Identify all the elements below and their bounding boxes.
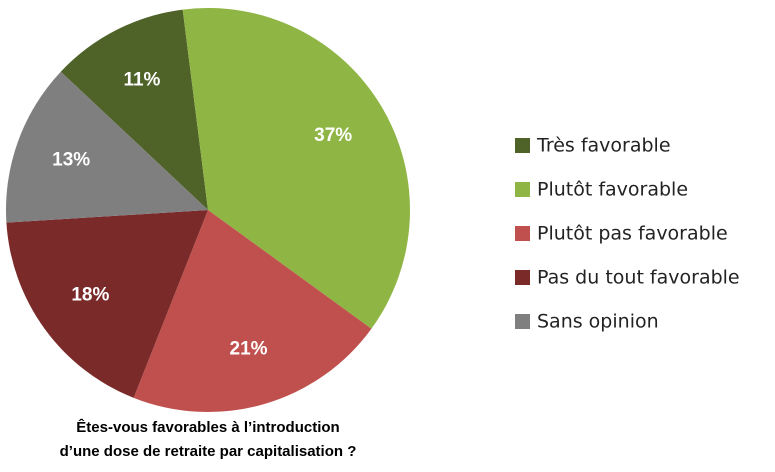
pie-slice bbox=[133, 210, 372, 412]
data-label: 21% bbox=[230, 339, 268, 360]
pie-slice bbox=[60, 9, 208, 210]
legend-swatch bbox=[515, 270, 530, 285]
legend-swatch bbox=[515, 226, 530, 241]
legend-label: Plutôt favorable bbox=[537, 179, 688, 201]
data-label: 18% bbox=[71, 285, 109, 306]
legend-swatch bbox=[515, 138, 530, 153]
chart-title: Êtes-vous favorables à l’introduction bbox=[76, 418, 339, 436]
legend-swatch bbox=[515, 314, 530, 329]
legend-label: Sans opinion bbox=[537, 311, 659, 333]
legend-swatch bbox=[515, 182, 530, 197]
legend-label: Très favorable bbox=[536, 135, 671, 157]
pie-slice bbox=[6, 210, 208, 398]
data-label: 13% bbox=[52, 150, 90, 171]
pie-slice bbox=[6, 71, 209, 223]
pie-slice bbox=[182, 8, 410, 329]
legend-label: Plutôt pas favorable bbox=[537, 223, 728, 245]
data-label: 11% bbox=[123, 69, 160, 90]
legend-label: Pas du tout favorable bbox=[537, 267, 740, 289]
chart-title: d’une dose de retraite par capitalisatio… bbox=[60, 443, 357, 460]
data-label: 37% bbox=[314, 125, 352, 146]
